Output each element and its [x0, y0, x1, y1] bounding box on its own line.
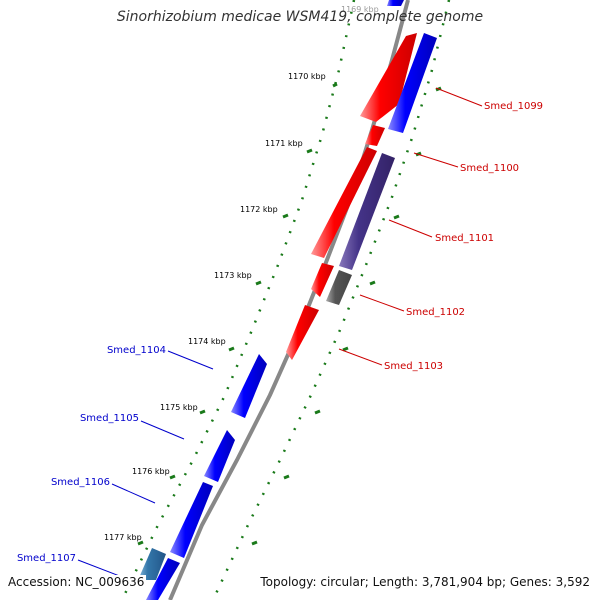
gene-smed-1099-forward[interactable] — [360, 33, 417, 122]
scale-tick — [306, 148, 313, 154]
genes — [138, 0, 437, 600]
scale-tick — [314, 409, 321, 415]
smed-1104-leader — [167, 350, 214, 370]
scale-label-1176: 1176 kbp — [132, 467, 170, 476]
gene-label-smed-1100[interactable]: Smed_1100 — [460, 163, 519, 174]
scale-ticks — [137, 82, 442, 546]
gene-label-smed-1107[interactable]: Smed_1107 — [17, 553, 76, 564]
gene-smed-1105[interactable] — [204, 430, 235, 482]
smed-1105-leader — [140, 420, 185, 440]
gene-smed-1107-light[interactable] — [138, 548, 166, 580]
scale-label-1171: 1171 kbp — [265, 139, 303, 148]
gene-smed-1102-forward[interactable] — [311, 263, 334, 297]
gene-smed-1102-pseudo[interactable] — [326, 270, 352, 305]
smed-1099-leader — [435, 87, 483, 107]
smed-1101-leader — [388, 219, 433, 238]
scale-tick — [199, 409, 206, 415]
smed-1103-leader — [338, 348, 383, 366]
scale-tick — [369, 280, 376, 286]
scale-tick — [283, 474, 290, 480]
scale-tick — [332, 82, 338, 88]
scale-tick — [393, 214, 400, 220]
outer-tick-track — [120, 0, 356, 600]
scale-label-1169: 1169 kbp — [341, 5, 379, 14]
scale-label-1177: 1177 kbp — [104, 533, 142, 542]
gene-smed-1100[interactable] — [365, 125, 385, 146]
scale-tick — [137, 540, 144, 546]
gene-smed-1106[interactable] — [170, 482, 213, 558]
scale-tick — [255, 280, 262, 286]
smed-1100-leader — [413, 152, 459, 168]
gene-label-smed-1104[interactable]: Smed_1104 — [107, 345, 166, 356]
gene-smed-1101-forward[interactable] — [311, 147, 377, 258]
scale-tick — [251, 540, 258, 546]
gene-smed-1101-reverse[interactable] — [339, 153, 395, 270]
gene-label-smed-1103[interactable]: Smed_1103 — [384, 361, 443, 372]
smed-1106-leader — [111, 483, 156, 504]
smed-1102-leader — [359, 294, 405, 312]
gene-label-smed-1101[interactable]: Smed_1101 — [435, 233, 494, 244]
gene-label-smed-1105[interactable]: Smed_1105 — [80, 413, 139, 424]
genome-title: Sinorhizobium medicae WSM419, complete g… — [116, 9, 484, 25]
gene-top-blue[interactable] — [387, 0, 404, 6]
inner-tick-track — [211, 0, 451, 600]
gene-smed-1099-reverse[interactable] — [388, 33, 437, 133]
scale-tick — [169, 474, 176, 480]
scale-label-1173: 1173 kbp — [214, 271, 252, 280]
gene-smed-1107-blue[interactable] — [146, 558, 180, 600]
gene-smed-1103[interactable] — [286, 305, 319, 360]
gene-label-smed-1106[interactable]: Smed_1106 — [51, 477, 110, 488]
accession-label: Accession: NC_009636 — [6, 575, 147, 589]
scale-label-1174: 1174 kbp — [188, 337, 226, 346]
scale-tick — [282, 213, 289, 219]
scale-tick — [228, 346, 235, 352]
gene-label-smed-1102[interactable]: Smed_1102 — [406, 307, 465, 318]
gene-smed-1104[interactable] — [231, 354, 267, 418]
scale-label-1172: 1172 kbp — [240, 205, 278, 214]
scale-label-1175: 1175 kbp — [160, 403, 198, 412]
scale-tick — [342, 346, 349, 352]
scale-label-1170: 1170 kbp — [288, 72, 326, 81]
genome-stats-label: Topology: circular; Length: 3,781,904 bp… — [258, 575, 592, 589]
gene-label-smed-1099[interactable]: Smed_1099 — [484, 101, 543, 112]
